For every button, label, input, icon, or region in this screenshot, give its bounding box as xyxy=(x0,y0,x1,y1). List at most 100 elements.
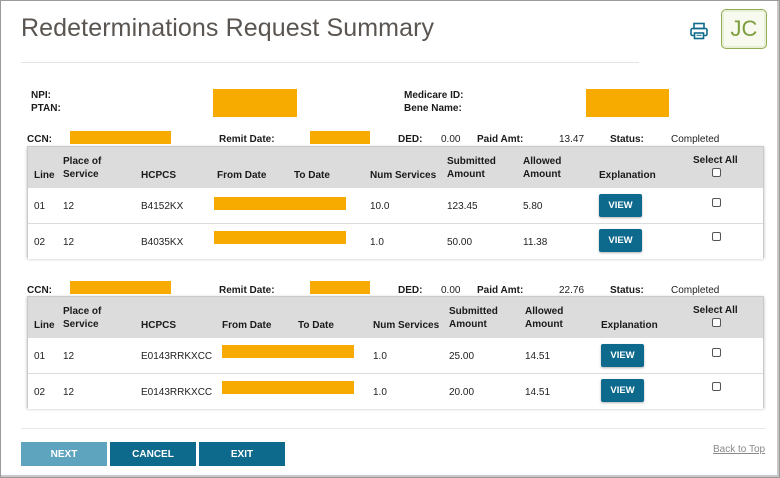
col-to-date: To Date xyxy=(298,320,334,331)
table-row: 01 12 E0143RRKXCC 1.0 25.00 14.51 VIEW xyxy=(28,337,763,373)
redacted-remit-date xyxy=(310,281,370,294)
hcpcs-cell: B4152KX xyxy=(141,201,184,212)
allowed-cell: 14.51 xyxy=(525,387,551,398)
exit-button[interactable]: EXIT xyxy=(199,442,285,466)
hcpcs-cell: E0143RRKXCC xyxy=(141,351,213,362)
page-title: Redeterminations Request Summary xyxy=(21,14,435,42)
redacted-remit-date xyxy=(310,131,370,144)
col-place-of-service-1: Place of xyxy=(63,156,102,167)
paid-amt-value: 13.47 xyxy=(559,134,585,145)
table-row: 02 12 E0143RRKXCC 1.0 20.00 14.51 VIEW xyxy=(28,373,763,409)
footer-divider xyxy=(21,428,766,429)
status-value: Completed xyxy=(671,134,720,145)
paid-amt-value: 22.76 xyxy=(559,285,585,296)
pos-cell: 12 xyxy=(63,387,75,398)
status-label: Status: xyxy=(610,134,644,145)
title-divider xyxy=(21,62,639,63)
ptan-label: PTAN: xyxy=(31,103,61,114)
col-submitted-2: Amount xyxy=(447,169,485,180)
select-all-checkbox[interactable] xyxy=(712,318,721,327)
line-cell: 01 xyxy=(34,351,46,362)
col-select-all: Select All xyxy=(693,155,738,166)
pos-cell: 12 xyxy=(63,201,75,212)
ded-label: DED: xyxy=(398,134,423,145)
col-hcpcs: HCPCS xyxy=(141,320,177,331)
col-num-services: Num Services xyxy=(370,170,437,181)
view-explanation-button[interactable]: VIEW xyxy=(599,194,642,217)
cancel-button[interactable]: CANCEL xyxy=(110,442,196,466)
col-allowed-2: Amount xyxy=(523,169,561,180)
table-row: 01 12 B4152KX 10.0 123.45 5.80 VIEW xyxy=(28,187,763,223)
redacted-medicare-id-bene-name xyxy=(586,89,669,117)
select-all-checkbox[interactable] xyxy=(712,168,721,177)
remit-date-label: Remit Date: xyxy=(219,134,275,145)
col-from-date: From Date xyxy=(222,320,272,331)
col-from-date: From Date xyxy=(217,170,267,181)
submitted-cell: 25.00 xyxy=(449,351,475,362)
ccn-label: CCN: xyxy=(27,285,52,296)
redacted-npi-ptan xyxy=(213,89,297,117)
hcpcs-cell: B4035KX xyxy=(141,237,184,248)
col-hcpcs: HCPCS xyxy=(141,170,177,181)
submitted-cell: 20.00 xyxy=(449,387,475,398)
back-to-top-link[interactable]: Back to Top xyxy=(713,444,766,455)
col-explanation: Explanation xyxy=(601,320,658,331)
select-line-checkbox[interactable] xyxy=(712,198,721,207)
col-allowed-1: Allowed xyxy=(525,306,564,317)
pos-cell: 12 xyxy=(63,237,75,248)
paid-amt-label: Paid Amt: xyxy=(477,285,524,296)
redacted-ccn xyxy=(70,131,171,144)
view-explanation-button[interactable]: VIEW xyxy=(601,379,644,402)
bene-name-label: Bene Name: xyxy=(404,103,462,114)
col-allowed-1: Allowed xyxy=(523,156,562,167)
allowed-cell: 11.38 xyxy=(523,237,548,248)
submitted-cell: 50.00 xyxy=(447,237,473,248)
table-header: Line Place of Service HCPCS From Date To… xyxy=(28,297,763,339)
num-services-cell: 1.0 xyxy=(373,387,387,398)
next-button[interactable]: NEXT xyxy=(21,442,107,466)
col-allowed-2: Amount xyxy=(525,319,563,330)
redacted-dates xyxy=(222,381,354,394)
col-place-of-service-2: Service xyxy=(63,319,99,330)
col-submitted-1: Submitted xyxy=(447,156,496,167)
view-explanation-button[interactable]: VIEW xyxy=(601,344,644,367)
col-submitted-2: Amount xyxy=(449,319,487,330)
remit-date-label: Remit Date: xyxy=(219,285,275,296)
redacted-dates xyxy=(214,231,346,244)
line-cell: 02 xyxy=(34,387,46,398)
line-cell: 01 xyxy=(34,201,46,212)
select-line-checkbox[interactable] xyxy=(712,348,721,357)
num-services-cell: 10.0 xyxy=(370,201,390,212)
col-place-of-service-1: Place of xyxy=(63,306,102,317)
table-header: Line Place of Service HCPCS From Date To… xyxy=(28,147,763,189)
ccn-label: CCN: xyxy=(27,134,52,145)
status-value: Completed xyxy=(671,285,720,296)
redacted-dates xyxy=(222,345,354,358)
claim-lines-table: Line Place of Service HCPCS From Date To… xyxy=(27,296,764,409)
claim-lines-table: Line Place of Service HCPCS From Date To… xyxy=(27,146,764,259)
col-to-date: To Date xyxy=(294,170,330,181)
submitted-cell: 123.45 xyxy=(447,201,478,212)
printer-icon[interactable] xyxy=(689,21,709,41)
select-line-checkbox[interactable] xyxy=(712,232,721,241)
paid-amt-label: Paid Amt: xyxy=(477,134,524,145)
redacted-ccn xyxy=(70,281,171,294)
select-line-checkbox[interactable] xyxy=(712,382,721,391)
col-submitted-1: Submitted xyxy=(449,306,498,317)
ded-value: 0.00 xyxy=(441,285,461,296)
view-explanation-button[interactable]: VIEW xyxy=(599,229,642,252)
avatar[interactable]: JC xyxy=(721,9,767,49)
table-row: 02 12 B4035KX 1.0 50.00 11.38 VIEW xyxy=(28,223,763,259)
col-num-services: Num Services xyxy=(373,320,440,331)
col-line: Line xyxy=(34,320,55,331)
ded-label: DED: xyxy=(398,285,423,296)
allowed-cell: 5.80 xyxy=(523,201,543,212)
col-explanation: Explanation xyxy=(599,170,656,181)
medicare-id-label: Medicare ID: xyxy=(404,90,464,101)
num-services-cell: 1.0 xyxy=(370,237,384,248)
col-line: Line xyxy=(34,170,55,181)
num-services-cell: 1.0 xyxy=(373,351,387,362)
line-cell: 02 xyxy=(34,237,46,248)
col-select-all: Select All xyxy=(693,305,738,316)
ded-value: 0.00 xyxy=(441,134,461,145)
